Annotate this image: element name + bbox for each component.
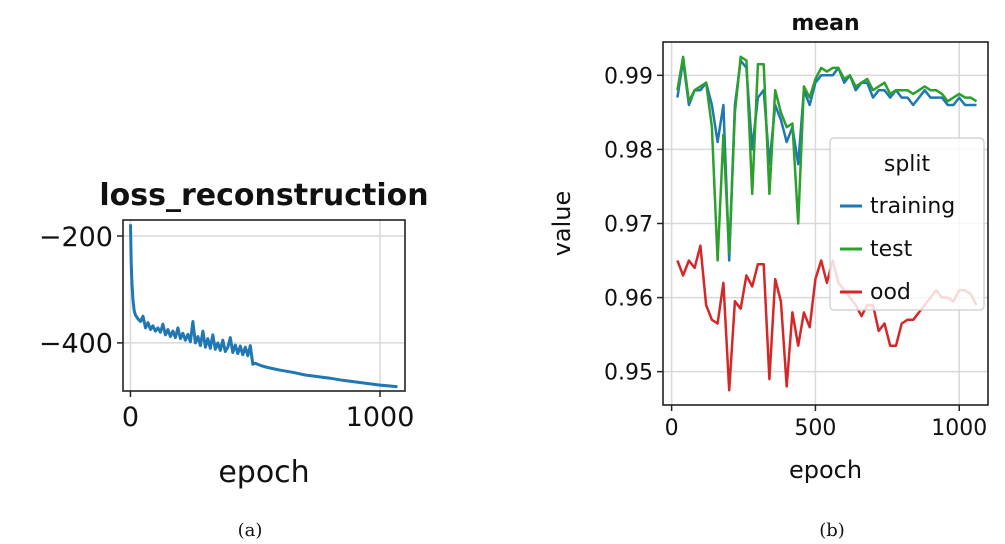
y-tick-label: 0.99 bbox=[604, 64, 653, 89]
x-tick-label: 1000 bbox=[346, 402, 415, 433]
legend-label-training: training bbox=[870, 194, 955, 219]
y-tick-label: 0.96 bbox=[604, 287, 653, 312]
x-axis-label: epoch bbox=[789, 456, 862, 484]
series-line-test bbox=[676, 55, 978, 262]
figure-caption: (a) bbox=[238, 520, 263, 541]
legend-box bbox=[829, 137, 985, 311]
chart-mean: 0 500 1000 0.95 0.96 0.97 0.98 0.99 mean epoch val… bbox=[548, 11, 989, 541]
chart-title: mean bbox=[791, 11, 859, 36]
chart-title: loss_reconstruction bbox=[99, 178, 428, 213]
y-tick-label: 0.95 bbox=[604, 361, 653, 386]
y-axis-label: value bbox=[548, 191, 576, 257]
legend-title: split bbox=[884, 152, 931, 177]
y-tick-label: 0.98 bbox=[604, 138, 653, 163]
x-tick-label: 500 bbox=[794, 416, 836, 441]
series-line-loss bbox=[129, 224, 398, 389]
legend-label-ood: ood bbox=[870, 280, 911, 305]
x-tick-label: 1000 bbox=[931, 416, 987, 441]
y-tick-label: −200 bbox=[39, 222, 113, 253]
figure-caption: (b) bbox=[819, 520, 845, 541]
plot-frame bbox=[122, 219, 406, 392]
legend-label-test: test bbox=[870, 237, 913, 262]
y-tick-label: 0.97 bbox=[604, 212, 653, 237]
x-tick-label: 0 bbox=[122, 402, 139, 433]
x-axis-label: epoch bbox=[218, 455, 309, 490]
y-tick-label: −400 bbox=[39, 329, 113, 360]
x-tick-label: 0 bbox=[665, 416, 679, 441]
